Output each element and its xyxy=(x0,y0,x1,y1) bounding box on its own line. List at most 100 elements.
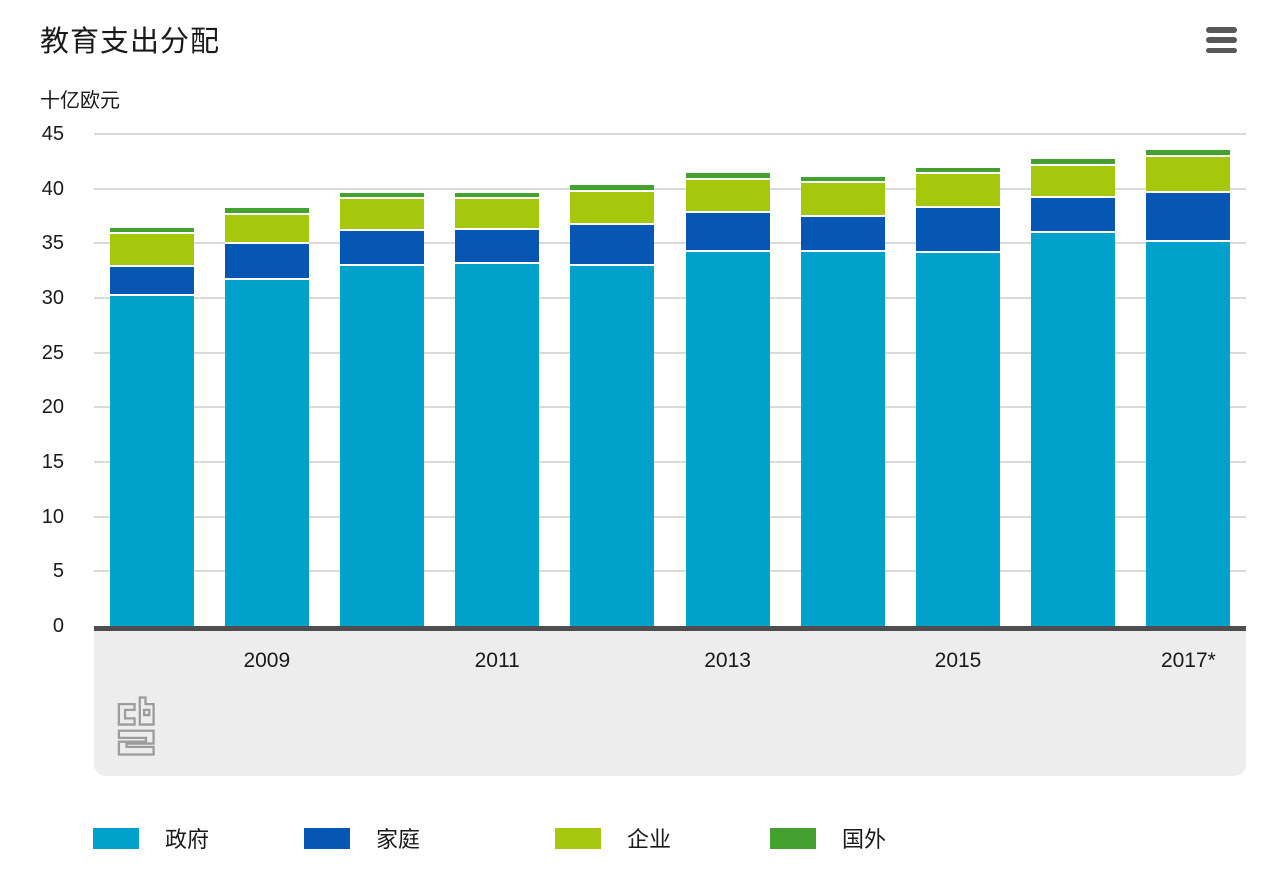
bar-slot-2014 xyxy=(785,134,900,626)
gridline xyxy=(94,351,1246,354)
bar-segment-政府-2012[interactable] xyxy=(570,264,655,626)
bar-segment-家庭-2008[interactable] xyxy=(109,265,194,294)
stacked-bar-2011 xyxy=(455,193,540,626)
bar-segment-家庭-2009[interactable] xyxy=(224,242,309,279)
bar-segment-企业-2014[interactable] xyxy=(800,181,885,215)
x-axis-label-2011: 2011 xyxy=(474,649,520,672)
y-tick-label: 40 xyxy=(41,177,64,200)
legend-item-家庭[interactable]: 家庭 xyxy=(304,822,420,854)
x-axis-baseline xyxy=(94,626,1246,631)
bars-row xyxy=(94,134,1246,626)
y-tick-label: 15 xyxy=(41,451,64,473)
bar-segment-政府-2017*[interactable] xyxy=(1146,240,1231,626)
legend-swatch xyxy=(93,827,139,849)
stacked-bar-2012 xyxy=(570,185,655,626)
bar-segment-政府-2014[interactable] xyxy=(800,249,885,626)
bar-segment-企业-2016[interactable] xyxy=(1031,163,1116,197)
bar-slot-2010 xyxy=(324,134,439,626)
hamburger-bar xyxy=(1206,27,1237,33)
gridline xyxy=(94,406,1246,409)
x-axis-label-2013: 2013 xyxy=(704,649,751,672)
legend-item-政府[interactable]: 政府 xyxy=(93,822,209,854)
bar-segment-企业-2010[interactable] xyxy=(339,197,424,230)
plot-area xyxy=(94,133,1246,626)
y-tick-label: 35 xyxy=(41,232,64,255)
y-tick-label: 45 xyxy=(41,123,64,145)
bar-segment-政府-2016[interactable] xyxy=(1031,231,1116,626)
legend-label: 政府 xyxy=(165,827,210,852)
y-tick-label: 25 xyxy=(41,341,64,364)
x-axis-label-2009: 2009 xyxy=(243,649,291,672)
stacked-bar-2014 xyxy=(800,176,885,626)
bar-segment-企业-2015[interactable] xyxy=(915,172,1000,207)
bar-segment-政府-2009[interactable] xyxy=(224,278,309,626)
bar-segment-家庭-2011[interactable] xyxy=(455,228,540,262)
bar-segment-国外-2014[interactable] xyxy=(800,176,885,182)
bar-slot-2016 xyxy=(1016,134,1131,626)
stacked-bar-2017* xyxy=(1146,150,1231,626)
bar-segment-国外-2008[interactable] xyxy=(109,228,194,233)
bar-slot-2017* xyxy=(1131,134,1246,626)
bar-slot-2012 xyxy=(555,134,670,626)
gridline xyxy=(94,133,1246,135)
legend-item-企业[interactable]: 企业 xyxy=(555,822,671,854)
y-tick-label: 30 xyxy=(41,287,64,309)
bar-slot-2015 xyxy=(900,134,1015,626)
bar-segment-企业-2009[interactable] xyxy=(224,212,309,243)
bar-segment-国外-2016[interactable] xyxy=(1031,159,1116,164)
bar-segment-国外-2017*[interactable] xyxy=(1146,150,1231,155)
legend-label: 企业 xyxy=(627,827,672,852)
bar-segment-企业-2013[interactable] xyxy=(685,177,770,211)
bar-segment-家庭-2012[interactable] xyxy=(570,222,655,265)
bar-segment-国外-2015[interactable] xyxy=(915,167,1000,173)
bar-segment-家庭-2017*[interactable] xyxy=(1146,190,1231,241)
x-axis-label-2015: 2015 xyxy=(934,649,982,672)
bar-slot-2013 xyxy=(670,134,785,626)
legend-swatch xyxy=(555,827,601,849)
bar-slot-2011 xyxy=(440,134,555,626)
bar-segment-政府-2011[interactable] xyxy=(455,261,540,626)
hamburger-menu-icon[interactable] xyxy=(1206,27,1237,53)
bar-segment-国外-2011[interactable] xyxy=(455,193,540,198)
bar-segment-家庭-2013[interactable] xyxy=(685,210,770,250)
legend-swatch xyxy=(304,827,350,849)
bar-segment-国外-2009[interactable] xyxy=(224,208,309,213)
bar-segment-家庭-2015[interactable] xyxy=(915,206,1000,251)
bar-slot-2009 xyxy=(209,134,324,626)
gridline xyxy=(94,297,1246,299)
bar-segment-国外-2012[interactable] xyxy=(570,185,655,190)
y-tick-label: 5 xyxy=(52,560,64,583)
stacked-bar-2009 xyxy=(224,208,309,626)
bar-segment-家庭-2010[interactable] xyxy=(339,229,424,265)
stacked-bar-2013 xyxy=(685,173,770,626)
chart-title: 教育支出分配 xyxy=(40,26,221,58)
x-axis-footer: 2009 2011 2013 2015 2017* xyxy=(94,628,1246,776)
bar-segment-企业-2017*[interactable] xyxy=(1146,154,1231,191)
bar-segment-家庭-2014[interactable] xyxy=(800,214,885,250)
bar-segment-国外-2010[interactable] xyxy=(339,193,424,198)
bar-segment-企业-2012[interactable] xyxy=(570,189,655,223)
bar-segment-政府-2013[interactable] xyxy=(685,249,770,626)
bar-segment-企业-2008[interactable] xyxy=(109,232,194,266)
chart-legend: 政府 家庭 企业 国外 xyxy=(0,822,1265,864)
stacked-bar-2010 xyxy=(339,193,424,626)
gridline xyxy=(94,461,1246,463)
y-tick-label: 0 xyxy=(52,615,64,637)
stacked-bar-2015 xyxy=(915,167,1000,626)
legend-label: 国外 xyxy=(842,827,887,852)
bar-segment-国外-2013[interactable] xyxy=(685,173,770,178)
x-axis-label-2017*: 2017* xyxy=(1160,649,1216,672)
cbs-logo xyxy=(117,696,155,756)
gridline xyxy=(94,570,1246,573)
y-tick-label: 10 xyxy=(41,505,64,528)
y-tick-label: 20 xyxy=(41,396,64,419)
bar-segment-政府-2008[interactable] xyxy=(109,293,194,626)
bar-segment-政府-2010[interactable] xyxy=(339,264,424,626)
legend-swatch xyxy=(770,827,816,849)
bar-segment-家庭-2016[interactable] xyxy=(1031,196,1116,232)
stacked-bar-2016 xyxy=(1031,159,1116,626)
y-axis-unit-label: 十亿欧元 xyxy=(40,90,120,112)
legend-item-国外[interactable]: 国外 xyxy=(770,822,886,854)
bar-segment-企业-2011[interactable] xyxy=(455,197,540,229)
bar-segment-政府-2015[interactable] xyxy=(915,251,1000,626)
